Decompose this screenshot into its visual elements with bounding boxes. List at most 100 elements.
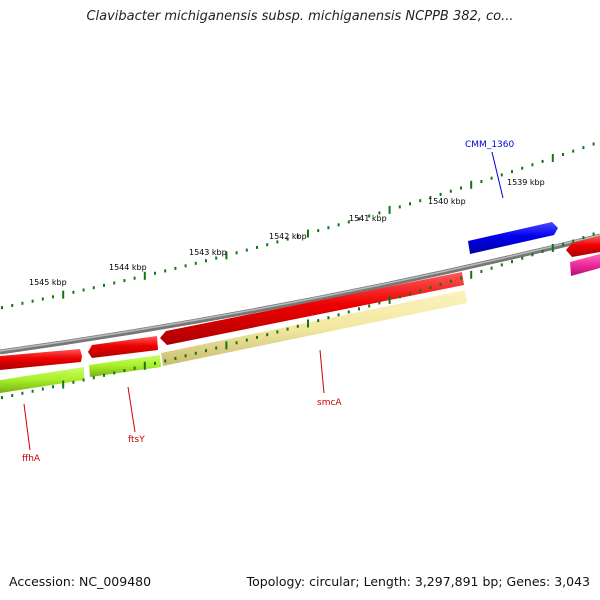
minor-tick [82,378,85,382]
minor-tick [194,351,197,355]
minor-tick [398,295,401,299]
cds-CMM_1360[interactable] [468,222,558,254]
major-tick [62,380,65,389]
minor-tick [429,286,432,289]
kbp-labels: 1545 kbp 1544 kbp 1543 kbp 1542 kbp 1541… [29,178,545,287]
minor-tick [11,394,14,397]
minor-tick [245,338,248,342]
minor-tick [500,173,503,177]
major-tick [551,244,554,252]
minor-tick [256,335,258,339]
cds-ftsY[interactable] [88,336,158,358]
minor-tick [409,292,411,296]
gene-label-smcA[interactable]: smcA [317,398,342,408]
minor-tick [317,319,320,323]
genome-backbone [0,233,600,355]
minor-tick [500,263,503,267]
major-tick [307,319,309,328]
minor-tick [52,385,54,389]
minor-tick [92,376,95,380]
minor-tick [592,232,595,236]
minor-tick [368,304,371,308]
minor-tick [72,380,75,384]
minor-tick [358,307,360,311]
minor-tick [460,186,462,190]
major-tick [551,154,554,162]
feature-ftsY-rna [89,355,161,377]
cds-smcA[interactable] [160,272,464,345]
minor-tick [215,256,218,260]
major-tick [470,180,473,189]
minor-tick [592,142,595,146]
kbp-label: 1542 kbp [269,232,307,241]
minor-tick [276,240,279,244]
minor-tick [562,243,564,246]
minor-tick [286,327,289,331]
minor-tick [174,356,177,360]
minor-tick [82,288,85,292]
genome-backbone-highlight [0,234,600,352]
minor-tick [11,304,14,307]
minor-tick [398,205,401,209]
minor-tick [449,279,452,283]
minor-tick [378,211,381,215]
minor-tick [266,333,269,337]
major-tick [143,361,146,370]
minor-tick [133,366,136,370]
feature-smcA-gene [161,290,467,366]
minor-tick [235,251,238,255]
label-line-CMM_1360 [491,151,504,199]
minor-tick [419,289,422,293]
minor-tick [439,192,442,196]
major-tick [225,251,228,260]
minor-tick [103,373,105,377]
upper-tick-line [1,142,595,310]
minor-tick [184,354,187,358]
minor-tick [235,341,238,345]
accession-text: Accession: NC_009480 [9,574,152,589]
minor-tick [439,282,442,286]
kbp-label: 1539 kbp [507,178,545,187]
minor-tick [531,163,534,167]
minor-tick [347,310,350,314]
major-tick [470,270,473,279]
major-tick [307,229,309,238]
minor-tick [174,266,177,270]
minor-tick [21,391,24,395]
minor-tick [205,259,207,263]
label-line-smcA [319,349,325,394]
minor-tick [449,189,452,193]
cds-right-magenta[interactable] [570,254,600,276]
minor-tick [409,202,411,206]
minor-tick [572,149,575,153]
minor-tick [572,239,575,243]
minor-tick [113,371,116,375]
minor-tick [92,286,95,290]
minor-tick [154,361,156,365]
minor-tick [521,166,524,170]
kbp-label: 1541 kbp [349,214,387,223]
minor-tick [41,297,44,301]
kbp-label: 1543 kbp [189,248,227,257]
minor-tick [562,153,564,156]
gene-label-ftsY[interactable]: ftsY [128,435,145,445]
minor-tick [184,264,187,268]
minor-tick [123,279,126,283]
gene-label-ffhA[interactable]: ffhA [22,454,41,464]
minor-tick [276,330,279,334]
cds-right-red[interactable] [566,236,600,257]
minor-tick [286,237,289,241]
minor-tick [480,270,483,273]
cds-ffhA[interactable] [0,349,82,370]
minor-tick [72,290,75,294]
minor-tick [296,324,299,328]
gene-label-CMM_1360[interactable]: CMM_1360 [465,140,514,150]
minor-tick [541,249,544,253]
minor-tick [266,243,269,247]
minor-tick [1,306,3,310]
minor-tick [21,301,24,305]
minor-tick [582,146,585,150]
minor-tick [511,260,513,264]
label-line-ffhA [23,403,31,451]
minor-tick [52,295,54,299]
